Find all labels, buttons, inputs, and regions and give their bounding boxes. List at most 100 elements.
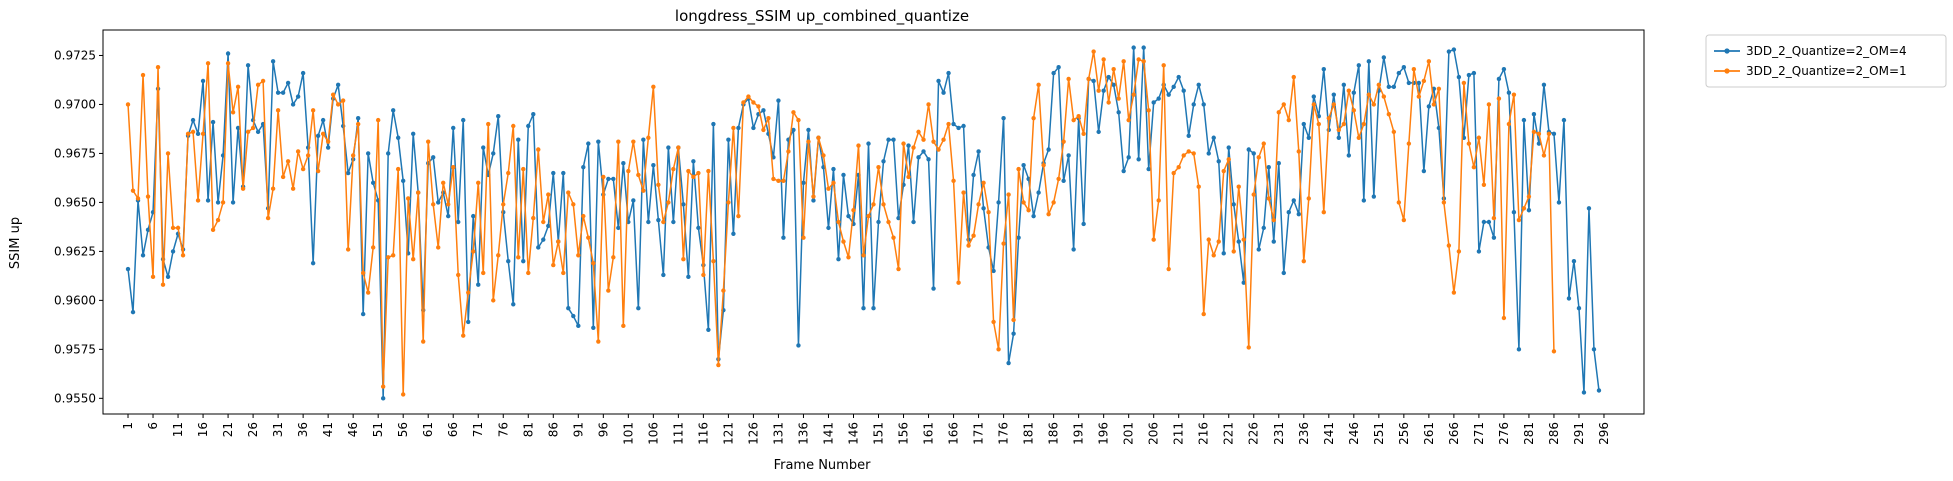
data-point: [1036, 82, 1041, 88]
data-point: [1151, 100, 1156, 105]
data-point: [1296, 149, 1301, 154]
data-point: [1051, 200, 1056, 205]
data-point: [1471, 70, 1477, 76]
data-point: [360, 311, 366, 317]
data-point: [1106, 74, 1111, 80]
data-point: [1021, 162, 1026, 168]
data-point: [1091, 49, 1096, 54]
x-tick-label: 146: [846, 422, 860, 445]
data-point: [731, 231, 736, 236]
data-point: [1121, 168, 1126, 174]
data-point: [661, 219, 666, 225]
data-point: [936, 78, 941, 84]
x-tick-label: 81: [521, 422, 535, 437]
data-point: [1541, 82, 1547, 88]
data-point: [646, 219, 651, 225]
data-point: [1281, 102, 1286, 107]
data-point: [215, 217, 221, 223]
data-point: [1031, 115, 1036, 121]
x-axis: 1 6 11 16 21 26 31 36 41 46 51 56 61 66 71 76 81 86 91 96 10…: [121, 414, 1611, 445]
data-point: [1371, 194, 1377, 199]
data-point: [801, 235, 806, 240]
data-point: [1531, 112, 1537, 117]
data-point: [200, 78, 206, 84]
data-point: [1211, 135, 1216, 140]
data-point: [996, 347, 1001, 352]
data-point: [686, 168, 691, 174]
x-tick-label: 66: [446, 422, 460, 437]
data-point: [841, 239, 846, 244]
data-point: [1006, 360, 1011, 366]
data-point: [631, 198, 636, 203]
data-point: [1321, 66, 1326, 72]
data-point: [1226, 145, 1231, 150]
data-point: [516, 137, 521, 142]
data-point: [1311, 94, 1316, 99]
data-point: [1286, 210, 1291, 215]
x-tick-label: 206: [1147, 422, 1161, 445]
data-point: [230, 200, 236, 205]
data-point: [436, 245, 441, 250]
data-point: [566, 306, 571, 311]
data-point: [971, 172, 976, 178]
data-point: [761, 108, 766, 113]
data-point: [971, 233, 976, 238]
data-point: [1506, 90, 1512, 95]
data-point: [1386, 112, 1392, 117]
data-point: [1196, 82, 1201, 88]
x-tick-label: 26: [246, 422, 260, 437]
data-point: [1481, 219, 1487, 225]
data-point: [1041, 162, 1046, 168]
data-point: [796, 343, 801, 348]
data-point: [290, 102, 296, 107]
data-point: [1496, 76, 1502, 82]
data-point: [591, 260, 596, 266]
data-point: [1131, 92, 1136, 97]
data-point: [385, 255, 391, 260]
data-point: [1011, 317, 1016, 323]
data-point: [125, 266, 131, 272]
data-point: [946, 70, 951, 76]
data-point: [1326, 115, 1332, 121]
data-point: [636, 172, 641, 178]
data-point: [1416, 80, 1422, 86]
data-point: [225, 51, 231, 56]
chart-title: longdress_SSIM up_combined_quantize: [675, 7, 969, 26]
x-tick-label: 281: [1522, 422, 1536, 445]
data-point: [1476, 135, 1482, 140]
x-tick-label: 261: [1422, 422, 1436, 445]
data-point: [1146, 108, 1151, 113]
x-tick-label: 286: [1547, 422, 1561, 445]
data-point: [966, 243, 971, 248]
data-point: [1126, 155, 1131, 160]
data-point: [916, 129, 921, 135]
y-tick-label: 0.9600: [54, 293, 96, 307]
data-point: [1146, 166, 1151, 172]
data-point: [506, 170, 511, 176]
data-point: [581, 213, 586, 219]
x-tick-label: 61: [421, 422, 435, 437]
data-point: [300, 70, 306, 76]
data-point: [1066, 153, 1071, 158]
data-point: [1241, 280, 1246, 285]
series-1: [125, 49, 1557, 397]
data-point: [1011, 331, 1016, 336]
data-point: [826, 186, 831, 191]
data-point: [771, 176, 776, 182]
data-point: [1236, 184, 1241, 189]
x-tick-label: 236: [1297, 422, 1311, 445]
data-point: [491, 151, 496, 156]
data-point: [1276, 161, 1281, 166]
data-point: [936, 147, 941, 152]
data-point: [1486, 102, 1492, 107]
data-point: [896, 215, 901, 221]
data-point: [380, 396, 386, 401]
legend: 3DD_2_Quantize=2_OM=4 3DD_2_Quantize=2_O…: [1705, 34, 1947, 88]
data-point: [621, 323, 626, 329]
data-point: [1486, 219, 1492, 225]
data-point: [551, 170, 556, 176]
data-point: [1216, 239, 1221, 244]
data-point: [175, 225, 181, 231]
data-point: [280, 90, 286, 95]
data-point: [1251, 151, 1256, 156]
